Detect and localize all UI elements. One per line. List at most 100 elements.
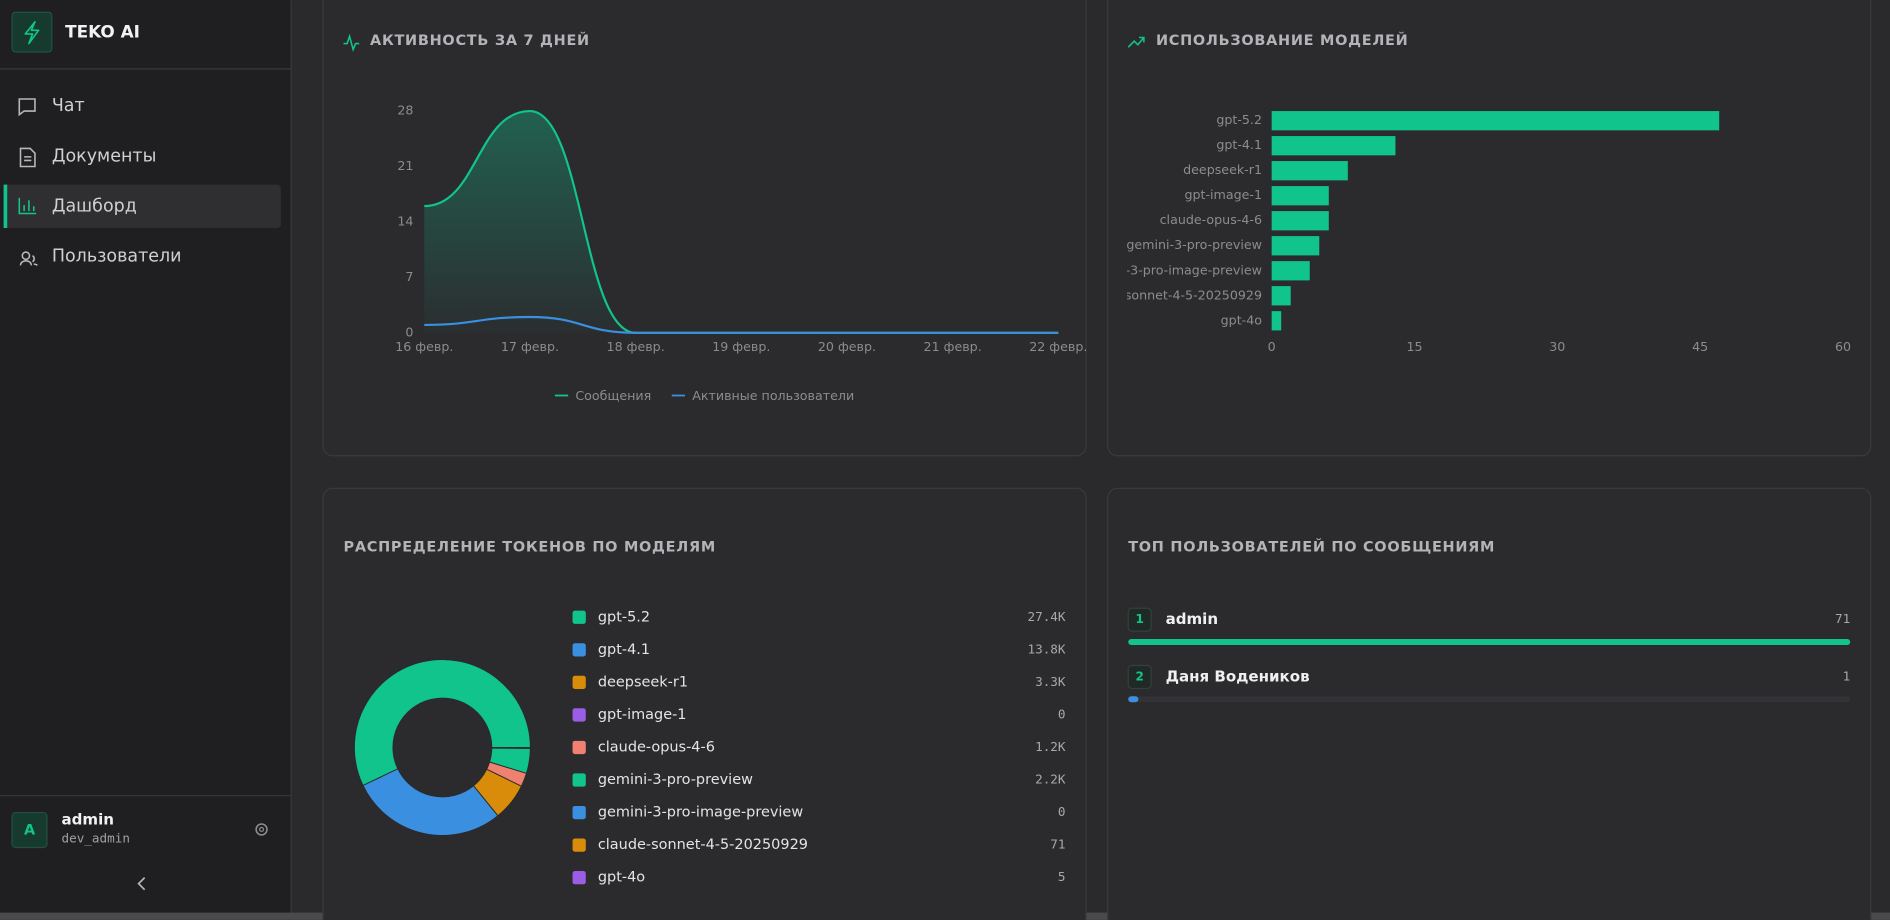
bar [1271,311,1282,331]
chat-icon [18,98,36,117]
legend-swatch [572,708,586,722]
collapse-button[interactable] [137,877,146,891]
y-tick-label: gemini-3-pro-preview [1126,237,1262,252]
value-label: 2.2K [1035,772,1066,787]
bar [1128,638,1851,646]
y-tick-label: 14 [397,213,413,228]
x-tick-label: 60 [1835,339,1851,354]
bar-track [1128,696,1851,703]
legend-swatch [572,740,586,755]
user-name: admin [61,810,113,828]
bar [1271,286,1291,306]
legend-label: Активные пользователи [692,388,854,403]
bar [1271,261,1310,281]
activity-icon [343,33,360,53]
value-label: 13.8K [1027,641,1065,656]
legend-swatch [572,610,586,624]
user-value: 1 [1843,668,1851,683]
user-value: 71 [1835,611,1850,626]
x-tick-label: 16 февр. [395,339,453,354]
value-label: 3.3K [1035,674,1066,689]
panel-title: ИСПОЛЬЗОВАНИЕ МОДЕЛЕЙ [1156,31,1409,49]
nav-item[interactable]: Пользователи [52,246,182,266]
user-name: Даня Водеников [1166,667,1310,685]
nav-item[interactable]: Дашборд [52,196,137,216]
rank-badge [1127,607,1152,632]
y-tick-label: 21 [397,158,413,173]
rank: 2 [1135,669,1143,683]
panel-title: АКТИВНОСТЬ ЗА 7 ДНЕЙ [370,31,590,49]
legend-swatch [572,871,586,885]
legend-label: Сообщения [575,388,651,403]
legend-swatch [572,773,586,787]
y-tick-label: claude-opus-4-6 [1160,212,1262,227]
settings-button[interactable] [255,823,268,836]
legend-swatch [572,675,586,690]
legend-label: claude-sonnet-4-5-20250929 [598,837,808,853]
x-tick-label: 0 [1268,339,1276,354]
x-tick-label: 30 [1549,339,1565,354]
user-login: dev_admin [61,831,129,846]
nav-icons [18,98,38,266]
y-tick-label: 7 [405,269,413,284]
avatar [11,811,48,849]
y-tick-label: claude-sonnet-4-5-20250929 [1078,287,1262,302]
x-tick-label: 19 февр. [712,339,770,354]
area [424,111,1059,333]
value-label: 71 [1050,837,1065,852]
users-icon [19,251,38,266]
legend-label: gpt-5.2 [598,609,650,625]
panel [1107,0,1872,457]
slice [362,768,499,836]
y-tick-label: gpt-4o [1221,312,1263,327]
docs-icon [19,147,36,168]
logo-icon [24,21,40,45]
legend-label: gemini-3-pro-preview [598,772,753,788]
avatar-initial: A [24,823,36,839]
user-name: admin [1166,610,1218,628]
bar [1271,211,1329,231]
active-nav-indicator [3,184,8,228]
nav-item[interactable]: Чат [52,96,85,116]
dashboard-icon [18,197,37,215]
legend-swatch [572,643,586,657]
x-tick-label: 20 февр. [818,339,876,354]
bar [1128,696,1139,703]
nav-item[interactable]: Документы [52,146,157,166]
legend-label: gpt-image-1 [598,707,687,723]
bar [1271,186,1329,206]
slice [353,659,531,787]
legend-label: gemini-3-pro-image-preview [598,805,803,821]
x-tick-label: 21 февр. [924,339,982,354]
value-label: 1.2K [1035,739,1066,754]
panel-title: ТОП ПОЛЬЗОВАТЕЛЕЙ ПО СООБЩЕНИЯМ [1128,537,1495,555]
y-tick-label: deepseek-r1 [1183,162,1262,177]
bar [1271,136,1396,156]
rank-badge [1127,664,1152,690]
bar [1271,111,1720,131]
brand: TEKO AI [65,22,140,42]
panels [322,0,1872,920]
x-tick-label: 15 [1406,339,1422,354]
panel-title: РАСПРЕДЕЛЕНИЕ ТОКЕНОВ ПО МОДЕЛЯМ [344,539,716,555]
x-tick-label: 18 февр. [607,339,665,354]
y-tick-label: 28 [397,103,413,118]
legend-swatch [572,838,586,852]
logo [11,11,53,53]
x-tick-label: 45 [1692,339,1708,354]
line [424,315,1059,334]
y-tick-label: gpt-image-1 [1184,187,1262,202]
y-tick-label: 0 [405,324,413,339]
rank: 1 [1135,612,1143,626]
panel [1107,487,1872,920]
sidebar [0,0,291,920]
panel [322,487,1087,920]
y-tick-label: gemini-3-pro-image-preview [1082,262,1262,277]
legend-label: claude-opus-4-6 [598,739,715,755]
x-tick-label: 22 февр. [1029,339,1087,354]
y-tick-label: gpt-4.1 [1216,137,1262,152]
value-label: 27.4K [1027,609,1065,624]
value-label: 0 [1058,804,1066,819]
